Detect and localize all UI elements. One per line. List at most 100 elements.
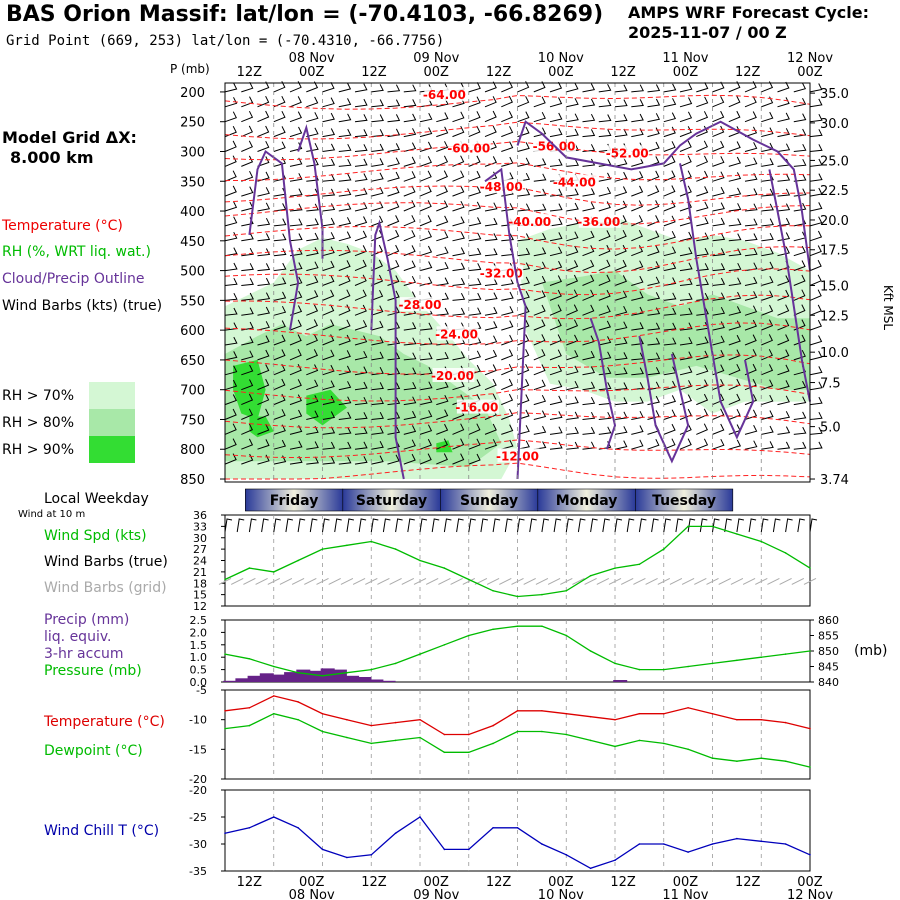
wind-barb: [289, 262, 303, 272]
wind-barb: [306, 158, 319, 167]
wind-speed-line-point: [589, 574, 592, 577]
wind-barb: [224, 394, 237, 406]
wind-barb: [712, 217, 726, 227]
pressure-tick: 860: [818, 614, 839, 627]
wind-barb: [322, 441, 336, 450]
wind-barb: [647, 292, 661, 301]
wind-barb: [419, 366, 433, 376]
wind-barb: [322, 395, 335, 406]
wind-barb: [793, 202, 807, 212]
wind-barb: [436, 453, 448, 465]
pressure-tick-label: 500: [180, 265, 205, 280]
temperature-contour-label: -12.00: [496, 449, 539, 463]
wind-barb: [679, 140, 692, 152]
temperature-contour-labels: -64.00-60.00 -56.00 -52.00-48.00 -44.00-40.…: [399, 86, 650, 463]
true-wind-barb: [760, 518, 769, 533]
wind-barb: [533, 275, 547, 286]
pressure-axis-title: P (mb): [170, 62, 210, 76]
true-wind-barb: [663, 518, 671, 533]
wind-barb: [371, 366, 384, 376]
grid-wind-barb: [499, 577, 512, 585]
wind-barb: [436, 231, 449, 242]
top-time-tick: 12Z: [735, 65, 761, 80]
wind-barb: [598, 305, 611, 316]
wind-barb: [517, 349, 530, 361]
true-wind-barb: [346, 518, 354, 533]
wind-barb: [501, 349, 514, 361]
wind-barb: [403, 99, 417, 108]
wind-barb: [452, 231, 465, 242]
wind-barb: [744, 157, 758, 167]
wind-barb: [566, 350, 579, 361]
wind-barb: [322, 112, 335, 123]
wind-barb: [566, 334, 579, 346]
wind-barb: [419, 424, 433, 435]
wind-barb: [322, 319, 335, 331]
wind-barb: [728, 172, 742, 182]
wind-barb: [289, 276, 303, 286]
wind-barb: [387, 99, 401, 108]
wind-barb: [306, 112, 319, 123]
wind-barb: [744, 96, 757, 108]
wind-barb: [468, 453, 481, 465]
true-wind-barb: [772, 518, 781, 533]
wind-barb: [696, 292, 709, 301]
wind-chill-line-point: [443, 848, 446, 851]
temperature-contour-label: -40.00: [508, 215, 551, 229]
wind-barb: [517, 319, 530, 331]
wind-barb: [679, 262, 693, 272]
dewpoint-line-point: [663, 742, 665, 745]
wind-barb: [761, 441, 774, 450]
wind-barb: [387, 454, 400, 465]
wind-barb: [436, 185, 448, 197]
wind-barb: [549, 304, 562, 316]
wind-barb: [533, 188, 547, 197]
wind-barb: [809, 426, 823, 435]
weekday-segment: [635, 488, 734, 512]
wind-barb: [582, 202, 595, 212]
weekday-label: Friday: [270, 493, 319, 509]
dewpoint-line-point: [736, 760, 738, 762]
wind-chill-tick: -35: [189, 865, 207, 878]
wind-barb: [371, 143, 384, 152]
kft-axis-title: Kft MSL: [881, 285, 895, 330]
wind-barb: [241, 408, 253, 420]
wind-barb: [663, 230, 676, 242]
wind-barb: [387, 215, 400, 227]
wind-barb: [663, 112, 677, 123]
wind-barb: [598, 351, 612, 361]
wind-barb: [598, 259, 611, 272]
wind-barb: [371, 215, 384, 227]
wind-barb: [371, 411, 384, 420]
dewpoint-line-point: [589, 739, 592, 742]
grid-wind-barb: [401, 577, 415, 585]
wind-barb: [809, 83, 823, 93]
wind-barb: [338, 411, 352, 420]
wind-barb: [582, 187, 596, 197]
wind-barb: [614, 321, 628, 331]
wind-barb: [809, 289, 822, 301]
wind-barb: [712, 335, 725, 346]
wind-barb: [761, 304, 774, 316]
wind-barb: [419, 276, 433, 286]
wind-barb: [696, 247, 709, 257]
wind-barb: [663, 98, 677, 108]
wind-barb: [322, 232, 335, 242]
wind-chill-line-point: [736, 837, 738, 840]
wind-barb: [712, 438, 725, 450]
precip-bar: [613, 680, 628, 682]
wind-barb: [468, 186, 481, 197]
true-wind-barb: [797, 518, 805, 533]
dewpoint-line-point: [443, 751, 446, 754]
wind-barb: [761, 319, 774, 331]
wind-barb: [679, 307, 693, 316]
pressure-tick-label: 300: [180, 145, 205, 160]
wind-barb: [484, 378, 497, 391]
wind-barb: [647, 438, 660, 450]
grid-wind-barb: [243, 577, 256, 585]
wind-barb: [712, 96, 725, 108]
wind-barb: [777, 426, 791, 435]
wind-barb: [436, 170, 448, 182]
wind-barb: [322, 188, 336, 197]
wind-barb: [582, 113, 596, 123]
